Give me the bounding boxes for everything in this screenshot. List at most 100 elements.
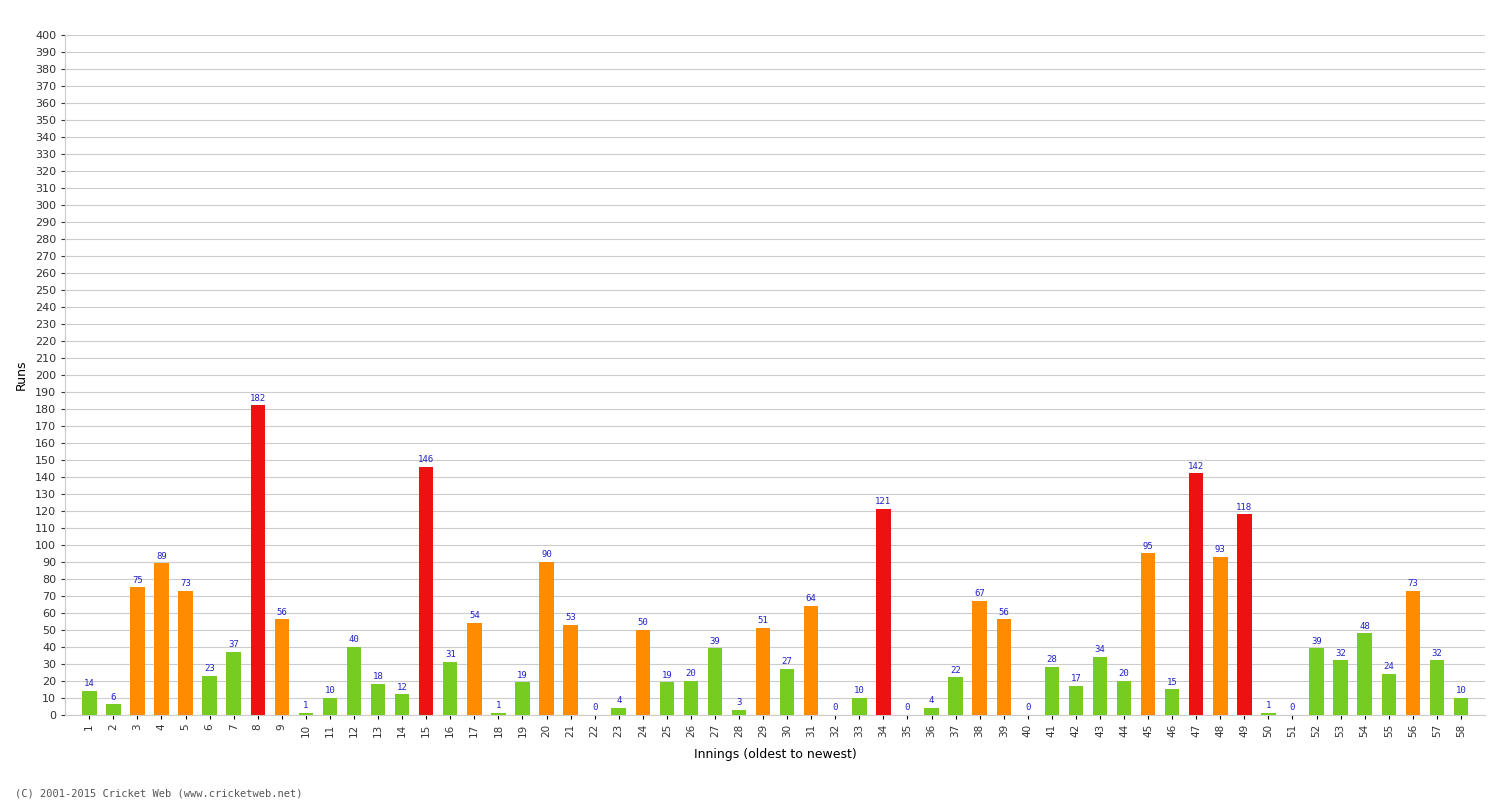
Text: 24: 24 xyxy=(1383,662,1394,671)
Text: 51: 51 xyxy=(758,617,768,626)
Bar xyxy=(804,606,819,714)
Text: 0: 0 xyxy=(1290,703,1294,712)
Text: 50: 50 xyxy=(638,618,648,627)
Bar xyxy=(419,466,434,714)
Bar xyxy=(226,652,242,714)
X-axis label: Innings (oldest to newest): Innings (oldest to newest) xyxy=(693,748,856,761)
Text: 28: 28 xyxy=(1047,655,1058,665)
Bar xyxy=(1430,660,1444,714)
Text: 10: 10 xyxy=(324,686,336,695)
Text: 37: 37 xyxy=(228,640,238,649)
Bar xyxy=(1238,514,1251,714)
Text: 4: 4 xyxy=(928,696,934,706)
Text: 0: 0 xyxy=(1024,703,1030,712)
Bar xyxy=(684,681,698,714)
Text: 23: 23 xyxy=(204,664,214,673)
Bar xyxy=(82,691,96,714)
Bar xyxy=(540,562,554,714)
Bar xyxy=(1262,713,1275,714)
Text: 75: 75 xyxy=(132,576,142,585)
Text: 34: 34 xyxy=(1095,646,1106,654)
Bar xyxy=(394,694,410,714)
Bar xyxy=(756,628,771,714)
Bar xyxy=(924,708,939,714)
Bar xyxy=(996,619,1011,714)
Bar xyxy=(732,710,746,714)
Bar xyxy=(780,669,795,714)
Bar xyxy=(876,509,891,714)
Text: 90: 90 xyxy=(542,550,552,559)
Bar xyxy=(708,648,722,714)
Text: 39: 39 xyxy=(710,637,720,646)
Bar xyxy=(274,619,290,714)
Text: 10: 10 xyxy=(1455,686,1467,695)
Bar xyxy=(490,713,506,714)
Text: 121: 121 xyxy=(876,498,891,506)
Text: 19: 19 xyxy=(518,670,528,680)
Text: 17: 17 xyxy=(1071,674,1082,683)
Text: 6: 6 xyxy=(111,693,116,702)
Text: 4: 4 xyxy=(616,696,621,706)
Bar xyxy=(178,590,194,714)
Bar xyxy=(852,698,867,714)
Text: 73: 73 xyxy=(180,579,190,588)
Bar xyxy=(612,708,626,714)
Text: 18: 18 xyxy=(372,673,384,682)
Text: 0: 0 xyxy=(592,703,597,712)
Bar xyxy=(948,678,963,714)
Text: 15: 15 xyxy=(1167,678,1178,686)
Bar xyxy=(1310,648,1324,714)
Bar xyxy=(564,625,578,714)
Bar xyxy=(1334,660,1348,714)
Bar xyxy=(298,713,314,714)
Text: 1: 1 xyxy=(303,702,309,710)
Text: 48: 48 xyxy=(1359,622,1370,630)
Text: 93: 93 xyxy=(1215,545,1225,554)
Bar xyxy=(154,563,168,714)
Text: 64: 64 xyxy=(806,594,816,603)
Bar xyxy=(1454,698,1468,714)
Text: 3: 3 xyxy=(736,698,741,707)
Bar xyxy=(1190,474,1203,714)
Bar xyxy=(251,406,266,714)
Text: 32: 32 xyxy=(1431,649,1442,658)
Bar xyxy=(1068,686,1083,714)
Text: 20: 20 xyxy=(1119,669,1130,678)
Text: 67: 67 xyxy=(975,590,986,598)
Bar xyxy=(1142,554,1155,714)
Text: 56: 56 xyxy=(999,608,1010,617)
Text: 1: 1 xyxy=(495,702,501,710)
Text: 19: 19 xyxy=(662,670,672,680)
Bar xyxy=(1044,667,1059,714)
Y-axis label: Runs: Runs xyxy=(15,359,28,390)
Text: 95: 95 xyxy=(1143,542,1154,550)
Bar xyxy=(130,587,144,714)
Text: 31: 31 xyxy=(446,650,456,659)
Text: 12: 12 xyxy=(396,682,408,692)
Text: 146: 146 xyxy=(419,455,434,464)
Bar xyxy=(106,705,120,714)
Bar xyxy=(1166,689,1179,714)
Text: 20: 20 xyxy=(686,669,696,678)
Bar xyxy=(1094,657,1107,714)
Bar xyxy=(1382,674,1396,714)
Text: 0: 0 xyxy=(904,703,910,712)
Text: 32: 32 xyxy=(1335,649,1346,658)
Text: 54: 54 xyxy=(470,611,480,620)
Text: 53: 53 xyxy=(566,613,576,622)
Text: 27: 27 xyxy=(782,657,792,666)
Bar xyxy=(322,698,338,714)
Text: (C) 2001-2015 Cricket Web (www.cricketweb.net): (C) 2001-2015 Cricket Web (www.cricketwe… xyxy=(15,788,303,798)
Text: 10: 10 xyxy=(853,686,864,695)
Bar xyxy=(370,684,386,714)
Bar xyxy=(346,646,362,714)
Text: 22: 22 xyxy=(950,666,962,674)
Text: 182: 182 xyxy=(249,394,266,403)
Bar xyxy=(202,675,217,714)
Bar xyxy=(1358,633,1372,714)
Bar xyxy=(514,682,529,714)
Bar xyxy=(972,601,987,714)
Bar xyxy=(636,630,650,714)
Text: 118: 118 xyxy=(1236,502,1252,511)
Text: 142: 142 xyxy=(1188,462,1204,471)
